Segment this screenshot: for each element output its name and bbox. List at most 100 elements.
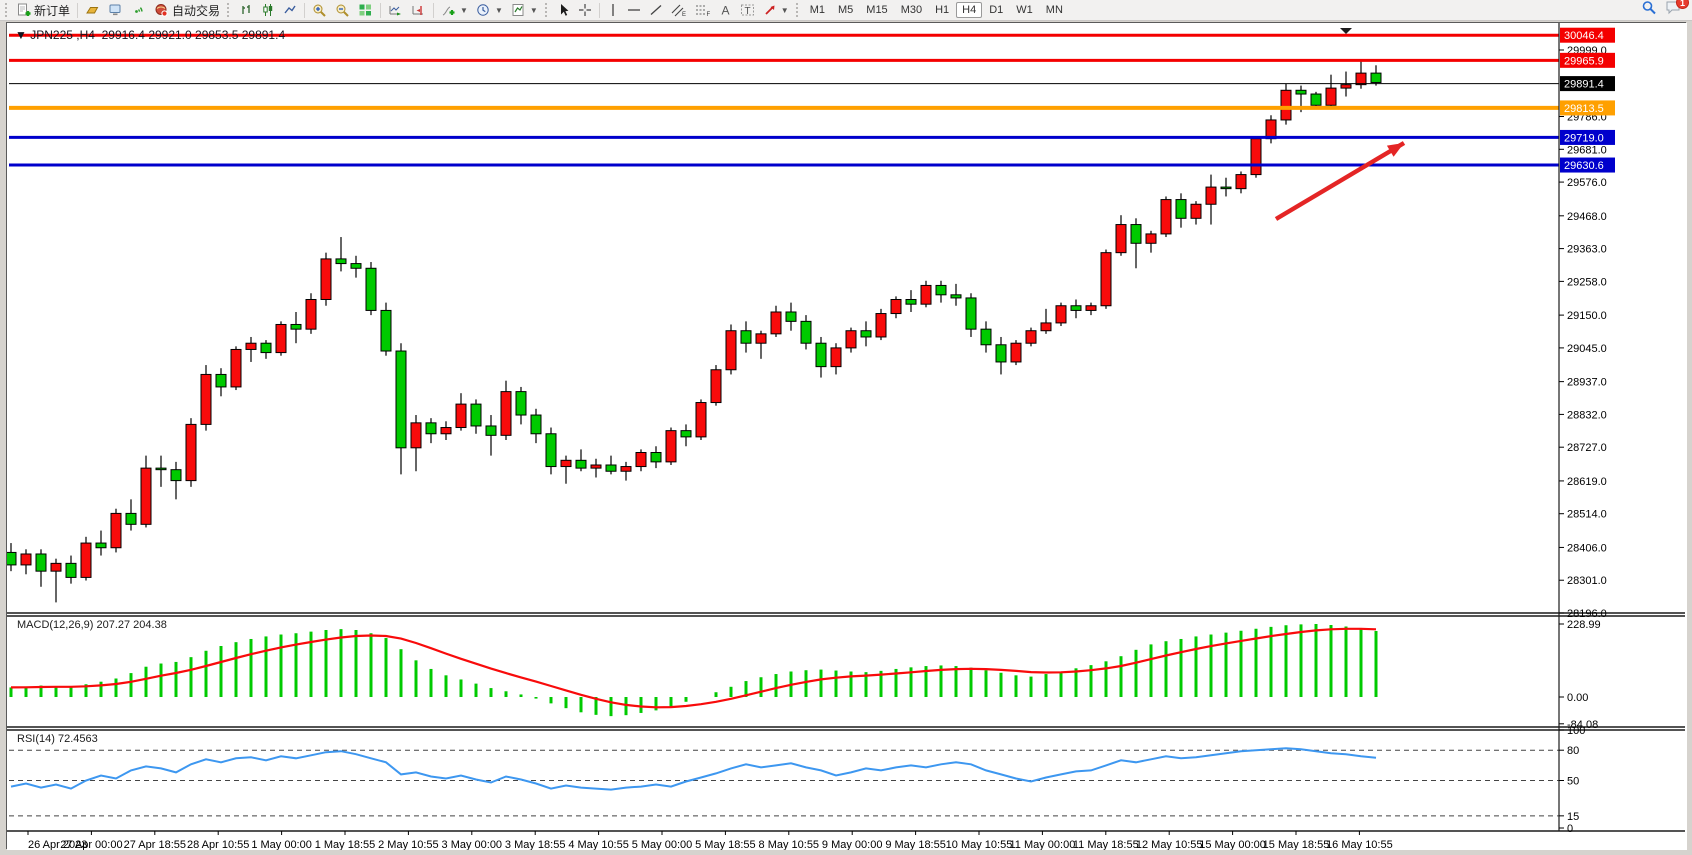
channel-tool-button[interactable]: E — [667, 1, 691, 19]
candle-body — [575, 459, 587, 469]
toolbar-grip[interactable] — [5, 3, 10, 17]
axis-price-flag-label: 30046.4 — [1564, 30, 1604, 42]
toolbar-grip[interactable] — [227, 3, 232, 17]
fibonacci-tool-button[interactable]: F — [691, 1, 715, 19]
candle-body — [695, 402, 707, 438]
axis-price-flag-label: 29891.4 — [1564, 79, 1604, 91]
time-axis-label: 15 May 18:55 — [1263, 839, 1330, 850]
candle-body — [875, 313, 887, 338]
market-button[interactable] — [81, 1, 104, 19]
price-axis-label: 29681.0 — [1567, 144, 1607, 156]
line-chart-type-button[interactable] — [279, 1, 301, 19]
zoom-out-button[interactable] — [331, 1, 354, 19]
timeframe-button-m30[interactable]: M30 — [900, 4, 923, 16]
candle-body — [1160, 199, 1172, 235]
candle-body — [305, 298, 317, 330]
macd-axis-label: 0.00 — [1567, 692, 1588, 704]
toolbar-grip[interactable] — [544, 3, 550, 17]
price-axis-label: 28301.0 — [1567, 575, 1607, 587]
axis-price-flag — [1560, 52, 1615, 68]
signals-button[interactable] — [127, 1, 150, 19]
candle-body — [635, 452, 647, 468]
new-order-label: 新订单 — [34, 3, 71, 18]
zoom-in-button[interactable] — [308, 1, 331, 19]
bar-chart-icon — [239, 3, 253, 17]
candle-body — [35, 553, 47, 572]
trendline-tool-button[interactable] — [645, 1, 667, 19]
timeframe-button-m5[interactable]: M5 — [838, 4, 854, 16]
timeframe-button-h1[interactable]: H1 — [935, 4, 950, 16]
horizontal-line-tool-button[interactable] — [623, 1, 645, 19]
timeframe-button-d1[interactable]: D1 — [989, 4, 1004, 16]
timeframe-button-h4[interactable]: H4 — [956, 2, 983, 18]
arrows-tool-button[interactable]: ▼ — [759, 1, 793, 19]
price-axis-label: 29468.0 — [1567, 211, 1607, 223]
candle-body — [260, 342, 272, 354]
candle-body — [410, 422, 422, 449]
vertical-line-tool-button[interactable] — [603, 1, 623, 19]
candle-body — [710, 369, 722, 404]
toolbar-grip[interactable] — [795, 3, 801, 17]
candle-body — [50, 562, 62, 572]
terminal-icon — [108, 3, 123, 17]
candle-body — [1220, 186, 1232, 190]
toolbar-separator — [380, 2, 382, 18]
new-order-icon — [17, 3, 31, 17]
search-icon[interactable] — [1641, 0, 1657, 21]
new-order-button[interactable]: 新订单 — [13, 1, 74, 19]
candle-body — [335, 258, 347, 265]
periods-button[interactable]: ▼ — [472, 1, 507, 19]
cursor-tool-button[interactable] — [553, 1, 574, 19]
candle-body — [155, 467, 167, 471]
candle-body — [320, 258, 332, 300]
candle-body — [350, 263, 362, 269]
rsi-axis-label: 80 — [1567, 745, 1579, 757]
horizontal-line-icon — [627, 3, 641, 17]
bar-chart-type-button[interactable] — [235, 1, 257, 19]
svg-text:F: F — [706, 12, 710, 17]
signals-icon — [131, 3, 146, 17]
candle-body — [725, 330, 737, 371]
candle-body — [815, 342, 827, 368]
candle-body — [545, 433, 557, 468]
candle-body — [500, 391, 512, 436]
candlestick-type-button[interactable] — [257, 1, 279, 19]
candle-body — [1175, 199, 1187, 219]
notifications-button[interactable]: 1 — [1665, 0, 1689, 20]
collapse-marker-icon: ▼ — [15, 28, 27, 42]
dropdown-caret-icon: ▼ — [529, 5, 538, 15]
time-axis-label: 27 Apr 00:00 — [60, 839, 122, 850]
time-axis-label: 2 May 10:55 — [378, 839, 439, 850]
text-tool-button[interactable]: A — [715, 1, 736, 19]
templates-button[interactable]: ▼ — [507, 1, 542, 19]
time-axis-label: 15 May 00:00 — [1199, 839, 1266, 850]
candle-body — [110, 512, 122, 549]
timeframe-button-w1[interactable]: W1 — [1016, 4, 1033, 16]
candle-body — [785, 311, 797, 322]
text-icon: A — [719, 3, 732, 18]
price-axis-label: 28727.0 — [1567, 442, 1607, 454]
autotrade-button[interactable]: 自动交易 — [150, 1, 224, 19]
candle-body — [665, 430, 677, 463]
chart-title-text: JPN225 ,H4 29916.4 29921.0 29853.5 29891… — [30, 28, 286, 42]
chart-canvas[interactable]: 29999.029786.029681.029576.029468.029363… — [5, 23, 1687, 851]
candle-body — [1130, 224, 1142, 244]
candle-body — [905, 298, 917, 305]
candle-body — [1085, 305, 1097, 311]
time-axis-label: 12 May 10:55 — [1136, 839, 1203, 850]
candle-body — [680, 430, 692, 438]
auto-scroll-button[interactable] — [384, 1, 407, 19]
text-label-tool-button[interactable]: T — [736, 1, 759, 19]
time-axis-label: 5 May 18:55 — [695, 839, 756, 850]
tile-windows-button[interactable] — [354, 1, 377, 19]
timeframe-button-m15[interactable]: M15 — [866, 4, 888, 16]
timeframe-button-m1[interactable]: M1 — [809, 4, 825, 16]
crosshair-tool-button[interactable] — [574, 1, 596, 19]
candle-body — [560, 459, 572, 468]
candle-body — [1100, 252, 1112, 307]
indicators-button[interactable]: ▼ — [437, 1, 472, 19]
terminal-button[interactable] — [104, 1, 127, 19]
chart-shift-button[interactable] — [407, 1, 430, 19]
timeframe-button-mn[interactable]: MN — [1045, 4, 1063, 16]
timeframe-bar: M1 M5 M15 M30 H1 H4 D1 W1 MN — [804, 2, 1069, 18]
